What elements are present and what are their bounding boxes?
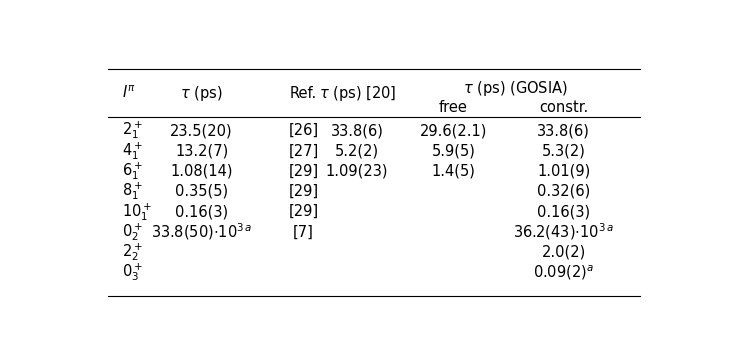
Text: $\tau$ (ps) [20]: $\tau$ (ps) [20] (318, 83, 396, 103)
Text: 1.01(9): 1.01(9) (537, 163, 591, 179)
Text: $\tau$ (ps): $\tau$ (ps) (180, 83, 223, 103)
Text: 33.8(6): 33.8(6) (331, 123, 383, 138)
Text: 1.09(23): 1.09(23) (326, 163, 388, 179)
Text: 5.3(2): 5.3(2) (542, 143, 585, 158)
Text: [29]: [29] (288, 163, 318, 179)
Text: [29]: [29] (288, 184, 318, 199)
Text: $\tau$ (ps) (GOSIA): $\tau$ (ps) (GOSIA) (463, 79, 568, 98)
Text: 23.5(20): 23.5(20) (170, 123, 233, 138)
Text: 5.2(2): 5.2(2) (335, 143, 379, 158)
Text: $4_1^+$: $4_1^+$ (123, 140, 143, 162)
Text: free: free (439, 100, 468, 115)
Text: [29]: [29] (288, 204, 318, 219)
Text: $10_1^+$: $10_1^+$ (123, 201, 153, 223)
Text: 29.6(2.1): 29.6(2.1) (420, 123, 487, 138)
Text: 0.35(5): 0.35(5) (175, 184, 228, 199)
Text: $6_1^+$: $6_1^+$ (123, 160, 143, 182)
Text: 0.16(3): 0.16(3) (175, 204, 228, 219)
Text: 1.08(14): 1.08(14) (170, 163, 233, 179)
Text: 2.0(2): 2.0(2) (542, 245, 585, 260)
Text: $0.09(2)^{a}$: $0.09(2)^{a}$ (533, 263, 594, 282)
Text: $2_1^+$: $2_1^+$ (123, 120, 143, 142)
Text: $8_1^+$: $8_1^+$ (123, 181, 143, 202)
Text: $0_3^+$: $0_3^+$ (123, 262, 143, 284)
Text: $2_2^+$: $2_2^+$ (123, 241, 143, 263)
Text: constr.: constr. (539, 100, 588, 115)
Text: 33.8(6): 33.8(6) (537, 123, 590, 138)
Text: 0.32(6): 0.32(6) (537, 184, 591, 199)
Text: $I^{\pi}$: $I^{\pi}$ (123, 85, 137, 101)
Text: 13.2(7): 13.2(7) (175, 143, 228, 158)
Text: [7]: [7] (293, 224, 314, 239)
Text: 1.4(5): 1.4(5) (431, 163, 475, 179)
Text: [27]: [27] (288, 143, 318, 158)
Text: Ref.: Ref. (290, 86, 317, 101)
Text: [26]: [26] (288, 123, 318, 138)
Text: $0_2^+$: $0_2^+$ (123, 221, 143, 243)
Text: 5.9(5): 5.9(5) (431, 143, 475, 158)
Text: $36.2(43){\cdot}10^{3\,a}$: $36.2(43){\cdot}10^{3\,a}$ (513, 222, 614, 242)
Text: 0.16(3): 0.16(3) (537, 204, 591, 219)
Text: $33.8(50){\cdot}10^{3\,a}$: $33.8(50){\cdot}10^{3\,a}$ (151, 222, 253, 242)
